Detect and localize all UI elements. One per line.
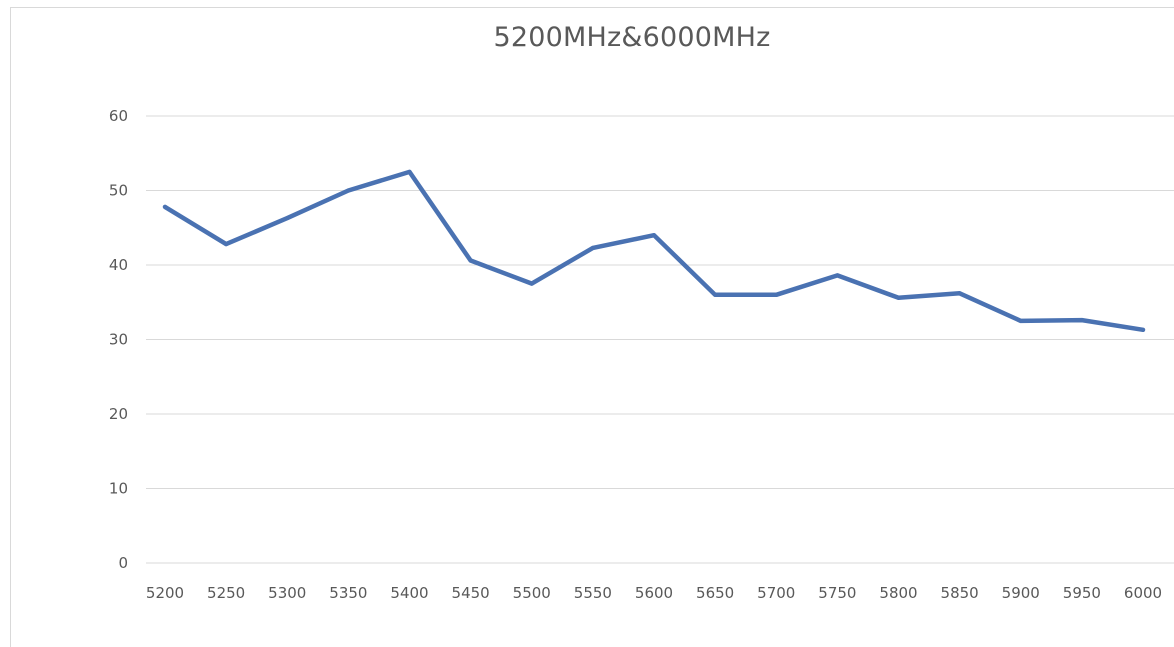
data-point <box>224 242 229 247</box>
x-tick-label: 5950 <box>1063 584 1101 602</box>
x-tick-label: 5450 <box>452 584 490 602</box>
x-tick-label: 5500 <box>513 584 551 602</box>
x-tick-label: 5250 <box>207 584 245 602</box>
data-point <box>163 204 167 209</box>
data-point <box>835 273 840 278</box>
y-tick-label: 60 <box>109 107 128 125</box>
x-tick-label: 5800 <box>879 584 917 602</box>
x-tick-label: 5900 <box>1002 584 1040 602</box>
chart-title: 5200MHz&6000MHz <box>493 22 771 53</box>
x-tick-label: 5750 <box>818 584 856 602</box>
data-point <box>1141 327 1145 332</box>
y-tick-label: 10 <box>109 480 128 498</box>
x-tick-label: 5200 <box>146 584 184 602</box>
data-point <box>652 233 656 238</box>
y-tick-label: 20 <box>109 405 128 423</box>
data-point <box>407 169 412 174</box>
x-axis-tick-labels: 5200 5250 5300 5350 5400 5450 5500 5550 5600 5650… <box>146 584 1162 602</box>
y-tick-label: 30 <box>109 331 128 349</box>
data-point <box>713 292 718 297</box>
data-point <box>590 245 595 250</box>
series-line <box>162 169 1146 333</box>
series-layer <box>162 169 1146 333</box>
data-point <box>1018 318 1023 323</box>
data-point <box>346 188 351 193</box>
x-tick-label: 5400 <box>390 584 428 602</box>
data-point <box>285 216 290 221</box>
x-tick-label: 5600 <box>635 584 673 602</box>
x-tick-label: 5300 <box>268 584 306 602</box>
data-point <box>529 281 534 286</box>
x-tick-label: 5650 <box>696 584 734 602</box>
data-point <box>957 291 962 296</box>
data-point <box>468 258 473 263</box>
y-axis-tick-labels: 0 10 20 30 40 50 60 <box>109 107 128 572</box>
y-tick-label: 0 <box>118 554 128 572</box>
gridlines <box>146 115 1174 564</box>
y-tick-label: 40 <box>109 256 128 274</box>
data-point <box>1079 318 1084 323</box>
x-tick-label: 5850 <box>941 584 979 602</box>
data-point <box>896 295 901 300</box>
x-tick-label: 6000 <box>1124 584 1162 602</box>
x-tick-label: 5350 <box>329 584 367 602</box>
x-tick-label: 5700 <box>757 584 795 602</box>
chart-frame <box>10 7 1174 647</box>
data-point <box>774 292 779 297</box>
x-tick-label: 5550 <box>574 584 612 602</box>
y-tick-label: 50 <box>109 182 128 200</box>
